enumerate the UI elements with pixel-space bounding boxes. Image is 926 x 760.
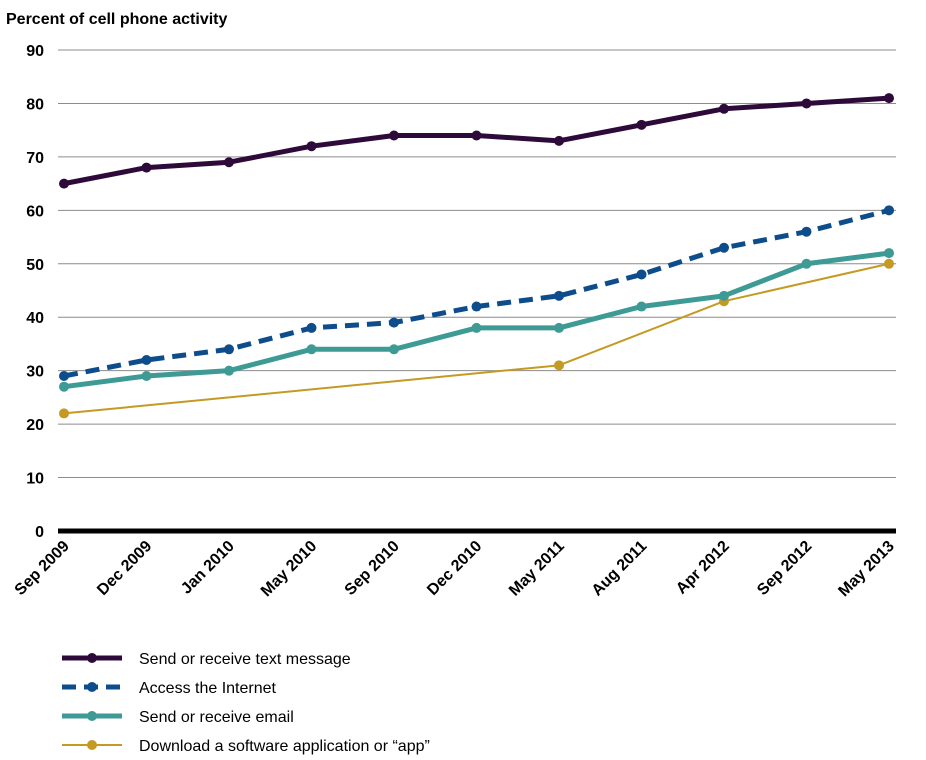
x-tick-label: Sep 2009 [12, 538, 73, 599]
data-point [884, 93, 894, 104]
x-tick-label: Apr 2012 [673, 538, 733, 598]
series-line [63, 207, 890, 379]
legend-item: Access the Internet [62, 680, 277, 697]
data-point [471, 301, 482, 312]
y-tick-label: 10 [26, 471, 44, 488]
legend-marker [87, 682, 97, 692]
data-point [884, 248, 894, 259]
x-tick-label: Dec 2010 [424, 538, 485, 599]
data-point [636, 269, 647, 280]
data-point [141, 162, 152, 173]
data-point [884, 205, 894, 216]
data-point [59, 408, 69, 419]
legend-marker [87, 653, 97, 663]
data-point [884, 258, 894, 269]
y-axis-ticks: 0 10 20 30 40 50 60 70 80 90 [26, 43, 44, 541]
y-tick-label: 70 [26, 150, 44, 167]
data-point [389, 344, 399, 355]
data-point [59, 371, 69, 382]
series-group [59, 248, 894, 392]
grid-lines [58, 49, 896, 534]
x-tick-label: Sep 2012 [754, 538, 815, 599]
series-line [63, 262, 890, 415]
legend-label: Access the Internet [139, 680, 277, 697]
chart-title: Percent of cell phone activity [6, 11, 228, 28]
y-tick-label: 40 [26, 310, 44, 327]
data-point [389, 130, 399, 141]
data-point [801, 226, 812, 237]
y-tick-label: 0 [35, 524, 44, 541]
series-group [59, 205, 894, 382]
y-tick-label: 60 [26, 203, 44, 220]
legend-item: Download a software application or “app” [62, 738, 430, 755]
x-tick-label: May 2010 [258, 538, 320, 600]
legend-item: Send or receive email [62, 709, 294, 726]
data-point [636, 301, 647, 312]
y-tick-label: 90 [26, 43, 44, 60]
data-point [306, 322, 317, 333]
legend-marker [87, 740, 97, 750]
data-point [224, 344, 234, 355]
data-point [471, 322, 482, 333]
x-tick-label: Dec 2009 [94, 538, 155, 599]
series-group [59, 93, 894, 189]
x-tick-label: Aug 2011 [589, 538, 651, 600]
y-tick-label: 50 [26, 257, 44, 274]
legend-label: Download a software application or “app” [139, 738, 430, 755]
y-tick-label: 30 [26, 364, 44, 381]
y-tick-label: 20 [26, 417, 44, 434]
data-point [389, 317, 399, 328]
legend-label: Send or receive text message [139, 651, 351, 668]
data-point [636, 119, 647, 130]
data-point [306, 344, 317, 355]
data-point [141, 354, 152, 365]
data-point [59, 381, 69, 392]
data-point [801, 98, 812, 109]
series-group [59, 258, 894, 419]
series-layer [59, 93, 894, 419]
data-point [554, 135, 564, 146]
data-point [224, 157, 234, 168]
data-point [224, 365, 234, 376]
legend-marker [87, 711, 97, 721]
data-point [59, 178, 69, 189]
x-tick-label: May 2011 [506, 538, 568, 600]
x-tick-label: Jan 2010 [178, 538, 238, 598]
data-point [471, 130, 482, 141]
x-axis-ticks: Sep 2009 Dec 2009 Jan 2010 May 2010 Sep 2010… [12, 538, 898, 600]
data-point [306, 141, 317, 152]
data-point [141, 371, 152, 382]
legend: Send or receive text message Access the I… [62, 651, 430, 755]
data-point [554, 290, 564, 301]
y-tick-label: 80 [26, 96, 44, 113]
legend-item: Send or receive text message [62, 651, 351, 668]
x-tick-label: Sep 2010 [342, 538, 403, 599]
data-point [719, 290, 729, 301]
series-line [63, 250, 890, 390]
data-point [801, 258, 812, 269]
data-point [554, 360, 564, 371]
series-line [63, 95, 890, 187]
data-point [719, 242, 729, 253]
legend-label: Send or receive email [139, 709, 294, 726]
data-point [554, 322, 564, 333]
x-tick-label: May 2013 [835, 538, 897, 600]
data-point [719, 103, 729, 114]
